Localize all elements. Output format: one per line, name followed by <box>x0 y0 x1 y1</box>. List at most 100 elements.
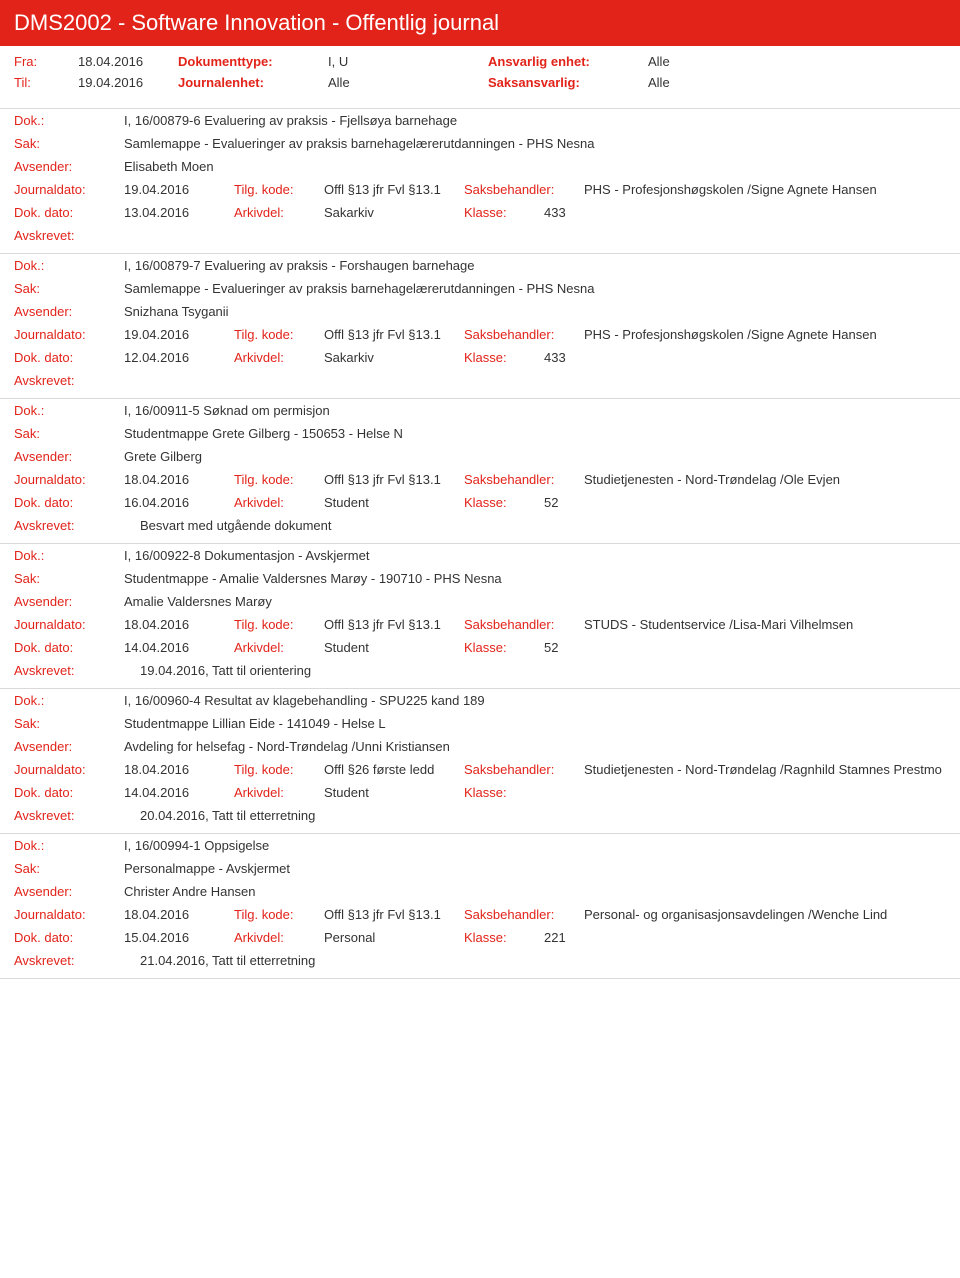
avsender-val: Avdeling for helsefag - Nord-Trøndelag /… <box>124 739 946 754</box>
dokdato-lbl: Dok. dato: <box>14 785 124 800</box>
saksbeh-lbl: Saksbehandler: <box>464 472 584 487</box>
dokdato-val: 12.04.2016 <box>124 350 234 365</box>
dok-val: I, 16/00960-4 Resultat av klagebehandlin… <box>124 693 946 708</box>
page-banner: DMS2002 - Software Innovation - Offentli… <box>0 0 960 46</box>
klasse-val: 433 <box>544 205 946 220</box>
journaldato-lbl: Journaldato: <box>14 472 124 487</box>
hdr-fra-val: 18.04.2016 <box>78 54 178 69</box>
klasse-lbl: Klasse: <box>464 350 544 365</box>
dokdato-lbl: Dok. dato: <box>14 495 124 510</box>
sak-val: Personalmappe - Avskjermet <box>124 861 946 876</box>
arkivdel-lbl: Arkivdel: <box>234 785 324 800</box>
sak-lbl: Sak: <box>14 281 124 296</box>
sak-lbl: Sak: <box>14 716 124 731</box>
journal-entry: Dok.:I, 16/00879-7 Evaluering av praksis… <box>0 254 960 399</box>
hdr-ansvarlig-val: Alle <box>648 54 670 69</box>
sak-lbl: Sak: <box>14 861 124 876</box>
hdr-journalenhet-val: Alle <box>328 75 488 90</box>
arkivdel-lbl: Arkivdel: <box>234 640 324 655</box>
arkivdel-lbl: Arkivdel: <box>234 350 324 365</box>
avsender-lbl: Avsender: <box>14 739 124 754</box>
hdr-saksansvarlig-lbl: Saksansvarlig: <box>488 75 648 90</box>
avskrevet-val: 19.04.2016, Tatt til orientering <box>140 663 311 678</box>
klasse-val: 52 <box>544 640 946 655</box>
tilgkode-lbl: Tilg. kode: <box>234 762 324 777</box>
avsender-val: Elisabeth Moen <box>124 159 946 174</box>
dokdato-val: 15.04.2016 <box>124 930 234 945</box>
journaldato-lbl: Journaldato: <box>14 907 124 922</box>
dok-lbl: Dok.: <box>14 113 124 128</box>
journaldato-val: 19.04.2016 <box>124 327 234 342</box>
klasse-val: 433 <box>544 350 946 365</box>
hdr-doktype-val: I, U <box>328 54 488 69</box>
hdr-til-lbl: Til: <box>14 75 78 90</box>
saksbeh-lbl: Saksbehandler: <box>464 327 584 342</box>
sak-lbl: Sak: <box>14 426 124 441</box>
avskrevet-val: 20.04.2016, Tatt til etterretning <box>140 808 315 823</box>
arkivdel-lbl: Arkivdel: <box>234 930 324 945</box>
sak-val: Samlemappe - Evalueringer av praksis bar… <box>124 281 946 296</box>
dok-val: I, 16/00879-6 Evaluering av praksis - Fj… <box>124 113 946 128</box>
dok-lbl: Dok.: <box>14 838 124 853</box>
sak-val: Studentmappe Grete Gilberg - 150653 - He… <box>124 426 946 441</box>
klasse-lbl: Klasse: <box>464 785 544 800</box>
dokdato-lbl: Dok. dato: <box>14 930 124 945</box>
avsender-val: Christer Andre Hansen <box>124 884 946 899</box>
klasse-lbl: Klasse: <box>464 640 544 655</box>
journal-entry: Dok.:I, 16/00922-8 Dokumentasjon - Avskj… <box>0 544 960 689</box>
header-block: Fra: 18.04.2016 Dokumenttype: I, U Ansva… <box>0 46 960 108</box>
saksbeh-lbl: Saksbehandler: <box>464 907 584 922</box>
tilgkode-lbl: Tilg. kode: <box>234 617 324 632</box>
journal-entry: Dok.:I, 16/00879-6 Evaluering av praksis… <box>0 109 960 254</box>
hdr-saksansvarlig-val: Alle <box>648 75 670 90</box>
hdr-ansvarlig-lbl: Ansvarlig enhet: <box>488 54 648 69</box>
avsender-lbl: Avsender: <box>14 884 124 899</box>
hdr-doktype-lbl: Dokumenttype: <box>178 54 328 69</box>
journaldato-val: 18.04.2016 <box>124 617 234 632</box>
dok-lbl: Dok.: <box>14 258 124 273</box>
arkivdel-val: Student <box>324 495 464 510</box>
sak-val: Studentmappe Lillian Eide - 141049 - Hel… <box>124 716 946 731</box>
dok-val: I, 16/00922-8 Dokumentasjon - Avskjermet <box>124 548 946 563</box>
avsender-val: Grete Gilberg <box>124 449 946 464</box>
sak-val: Samlemappe - Evalueringer av praksis bar… <box>124 136 946 151</box>
tilgkode-lbl: Tilg. kode: <box>234 907 324 922</box>
dok-val: I, 16/00994-1 Oppsigelse <box>124 838 946 853</box>
saksbeh-val: Studietjenesten - Nord-Trøndelag /Ragnhi… <box>584 762 946 777</box>
saksbeh-val: STUDS - Studentservice /Lisa-Mari Vilhel… <box>584 617 946 632</box>
journaldato-val: 18.04.2016 <box>124 907 234 922</box>
tilgkode-val: Offl §13 jfr Fvl §13.1 <box>324 907 464 922</box>
saksbeh-val: PHS - Profesjonshøgskolen /Signe Agnete … <box>584 182 946 197</box>
journaldato-val: 18.04.2016 <box>124 472 234 487</box>
hdr-til-val: 19.04.2016 <box>78 75 178 90</box>
avskrevet-lbl: Avskrevet: <box>14 953 124 968</box>
dok-val: I, 16/00911-5 Søknad om permisjon <box>124 403 946 418</box>
tilgkode-val: Offl §13 jfr Fvl §13.1 <box>324 327 464 342</box>
klasse-val: 52 <box>544 495 946 510</box>
sak-lbl: Sak: <box>14 571 124 586</box>
avskrevet-lbl: Avskrevet: <box>14 518 124 533</box>
journaldato-lbl: Journaldato: <box>14 762 124 777</box>
dok-val: I, 16/00879-7 Evaluering av praksis - Fo… <box>124 258 946 273</box>
dokdato-val: 16.04.2016 <box>124 495 234 510</box>
avskrevet-lbl: Avskrevet: <box>14 808 124 823</box>
klasse-lbl: Klasse: <box>464 495 544 510</box>
dok-lbl: Dok.: <box>14 548 124 563</box>
avskrevet-lbl: Avskrevet: <box>14 663 124 678</box>
saksbeh-lbl: Saksbehandler: <box>464 617 584 632</box>
arkivdel-lbl: Arkivdel: <box>234 205 324 220</box>
tilgkode-val: Offl §13 jfr Fvl §13.1 <box>324 182 464 197</box>
saksbeh-lbl: Saksbehandler: <box>464 762 584 777</box>
dokdato-val: 13.04.2016 <box>124 205 234 220</box>
arkivdel-val: Student <box>324 785 464 800</box>
avskrevet-lbl: Avskrevet: <box>14 228 124 243</box>
arkivdel-val: Personal <box>324 930 464 945</box>
avsender-lbl: Avsender: <box>14 449 124 464</box>
klasse-lbl: Klasse: <box>464 205 544 220</box>
journaldato-lbl: Journaldato: <box>14 617 124 632</box>
saksbeh-val: PHS - Profesjonshøgskolen /Signe Agnete … <box>584 327 946 342</box>
dok-lbl: Dok.: <box>14 403 124 418</box>
tilgkode-val: Offl §13 jfr Fvl §13.1 <box>324 472 464 487</box>
hdr-fra-lbl: Fra: <box>14 54 78 69</box>
entries-container: Dok.:I, 16/00879-6 Evaluering av praksis… <box>0 109 960 979</box>
